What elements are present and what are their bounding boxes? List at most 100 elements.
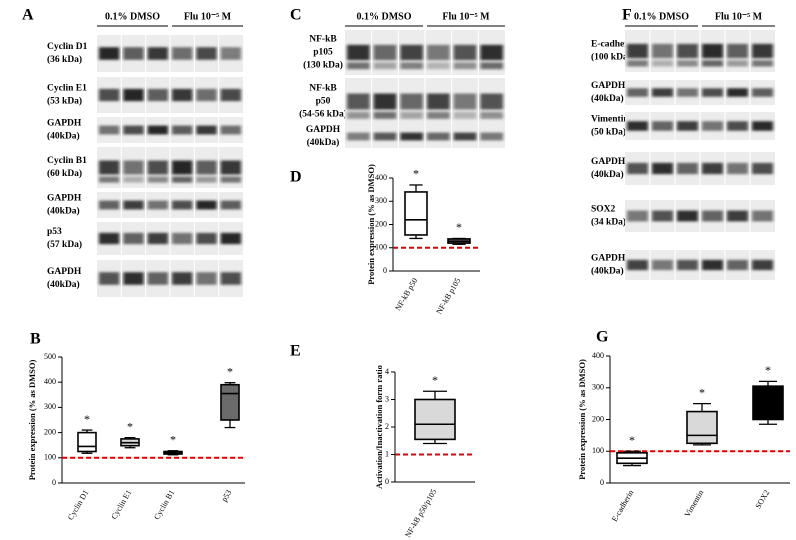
blot-row-label: (50 kDa) [591,127,626,138]
blot-band [347,93,370,110]
blot-band [220,200,241,210]
blot-band [627,162,648,175]
blot-band [453,132,477,141]
blot-bands [347,132,503,141]
y-tick-label: 2 [385,422,389,431]
blot-band [147,176,168,183]
blot-band [752,60,773,67]
blot-band [627,43,648,59]
blot-bands [99,272,241,285]
blot-band [123,125,144,135]
blot-band [99,88,120,102]
significance-star: * [170,432,176,446]
x-tick-label: E-cadherin [610,488,635,523]
box [404,191,428,236]
blot-band [220,160,241,175]
x-tick-label: SOX2 [754,488,772,510]
panel-letter: D [290,169,302,186]
y-tick-label: 0 [385,477,389,486]
y-tick-label: 400 [375,173,387,182]
blot-band [123,88,144,102]
blot-band [99,272,120,285]
y-axis-label: Protein expression (% as DMSO) [577,359,587,480]
blot-bands [99,47,241,60]
blot-band [427,62,450,70]
y-axis-label: Activation/Inactivation form ratio [374,365,384,489]
blot-band [196,200,217,210]
blot-band [652,121,673,131]
blot-row-label: (60 kDa) [47,168,82,179]
x-tick-label: NF-kB p50/p105 [403,487,438,539]
blot-band [702,162,723,175]
blot-band [752,210,773,222]
blot-band [123,176,144,183]
blot-bands [627,121,773,131]
blot-band [147,232,168,245]
blot-row-label: (54-56 kDa) [299,109,347,120]
blot-band [727,121,748,131]
blot-row-label: (57 kDa) [47,239,82,250]
blot-band [99,176,120,183]
blot-row-label: (40kDa) [591,93,624,104]
blot-band [627,210,648,222]
blot-band [220,88,241,102]
blot-band [123,232,144,245]
blot-band [702,259,723,271]
blot-band [727,43,748,59]
blot-bands [99,232,241,245]
y-tick-label: 100 [375,243,387,252]
blot-band [220,47,241,60]
x-tick-label: NF-kB p105 [434,276,462,315]
significance-star: * [629,433,635,447]
panel-letter: F [622,7,632,24]
blot-band [652,60,673,67]
y-tick-label: 100 [592,446,604,455]
blot-band [123,200,144,210]
blot-row-label: GAPDH [591,254,626,264]
blot-band [677,88,698,97]
blot-row-label: p50 [316,97,331,107]
blot-band [427,111,450,119]
blot-band [677,121,698,131]
blot-band [172,160,193,175]
blot-row-label: GAPDH [47,194,82,204]
blot-band [196,232,217,245]
y-tick-label: 4 [385,367,389,376]
blot-band [400,62,423,70]
y-tick-label: 300 [44,402,56,411]
blot-band [677,162,698,175]
blot-row-label: p53 [47,227,62,237]
y-tick-label: 200 [592,414,604,423]
group-header: 0.1% DMSO [634,11,689,22]
blot-band [652,162,673,175]
panel-letter: A [22,7,34,24]
blot-band [702,43,723,59]
blot-row-label: (36 kDa) [47,54,82,65]
group-header: 0.1% DMSO [357,11,412,22]
x-tick-label: Cyclin B1 [152,488,176,521]
blot-band [347,111,370,119]
blot-row-label: (40kDa) [47,131,80,142]
blot-band [702,88,723,97]
blot-band [752,121,773,131]
y-axis-label: Protein expression (% as DMSO) [366,164,376,285]
blot-row-label: GAPDH [47,267,82,277]
group-header: Flu 10⁻⁵ M [442,11,490,22]
blot-band [480,111,503,119]
blot-band [347,132,370,141]
blot-band [196,47,217,60]
blot-band [123,272,144,285]
significance-star: * [227,364,233,378]
blot-row-label: GAPDH [591,157,626,167]
blot-band [347,62,370,70]
blot-row-label: (40kDa) [591,266,624,277]
x-tick-label: NF-kB p50 [393,276,419,312]
blot-band [220,272,241,285]
blot-row-label: (40kDa) [591,169,624,180]
blot-band [727,162,748,175]
blot-band [373,111,397,119]
blot-band [677,210,698,222]
blot-band [147,88,168,102]
